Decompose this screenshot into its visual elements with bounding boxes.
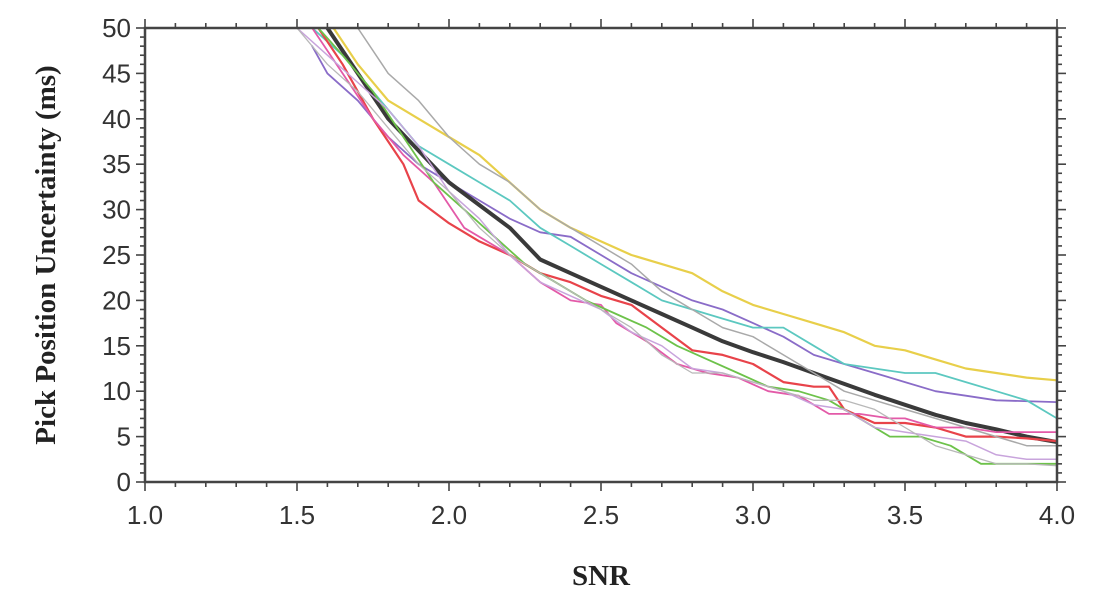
y-tick-label: 35 — [102, 149, 131, 179]
y-axis-title: Pick Position Uncertainty (ms) — [30, 65, 62, 444]
y-tick-label: 25 — [102, 240, 131, 270]
y-tick-label: 40 — [102, 104, 131, 134]
y-tick-label: 20 — [102, 285, 131, 315]
y-tick-label: 5 — [117, 422, 131, 452]
x-tick-label: 3.0 — [735, 500, 771, 530]
series-line-7 — [317, 28, 1057, 465]
y-tick-label: 0 — [117, 467, 131, 497]
x-tick-label: 2.5 — [583, 500, 619, 530]
series-line-6 — [311, 28, 1057, 433]
series-line-5 — [317, 28, 1057, 443]
y-tick-label: 10 — [102, 376, 131, 406]
series-line-3 — [311, 28, 1057, 420]
x-tick-label: 1.5 — [279, 500, 315, 530]
x-tick-label: 1.0 — [127, 500, 163, 530]
x-tick-label: 3.5 — [887, 500, 923, 530]
x-tick-label: 2.0 — [431, 500, 467, 530]
y-tick-label: 45 — [102, 58, 131, 88]
series-line-10 — [296, 28, 1057, 467]
series-line-9 — [357, 28, 1057, 447]
series-line-4 — [325, 28, 1057, 444]
series-line-8 — [296, 28, 1057, 461]
y-tick-label: 15 — [102, 331, 131, 361]
y-tick-label: 50 — [102, 13, 131, 43]
axis-ticks: 1.0 1.5 2.0 2.5 3.0 3.5 4.0 0 5 10 15 20 25 30 35 40 45 5… — [102, 13, 1075, 530]
x-tick-label: 4.0 — [1039, 500, 1075, 530]
y-tick-label: 30 — [102, 195, 131, 225]
series-layer — [296, 28, 1057, 467]
x-axis-title: SNR — [572, 560, 631, 591]
